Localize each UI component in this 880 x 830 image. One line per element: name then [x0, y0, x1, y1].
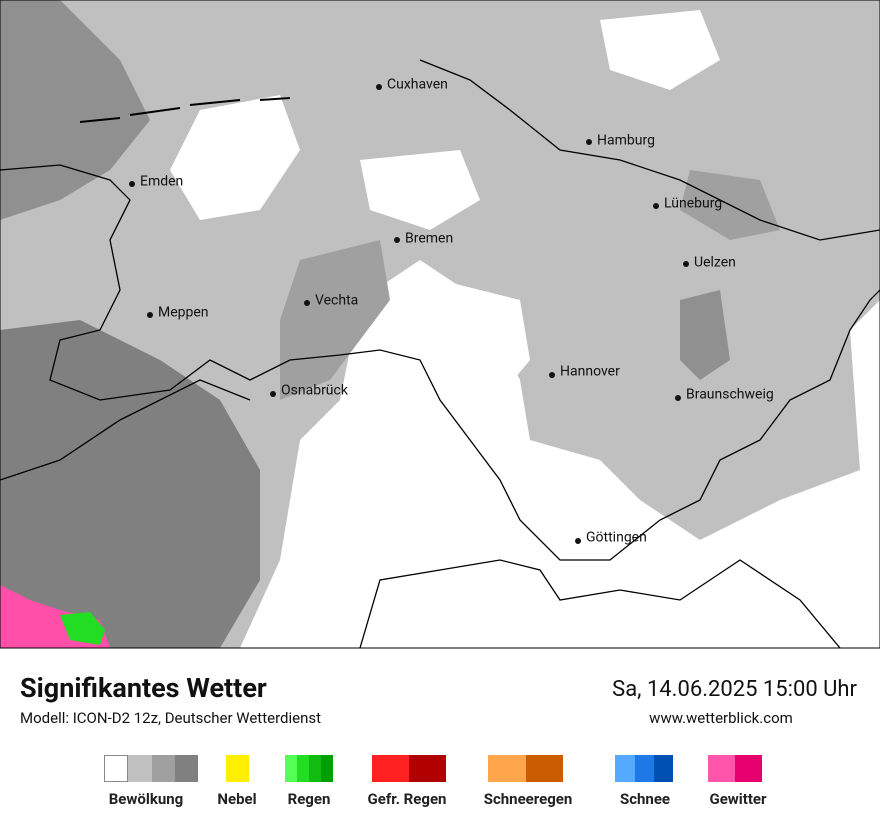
cloud-mid	[280, 240, 390, 400]
cities: Cuxhaven Hamburg Emden Lüneburg Bremen U…	[129, 77, 774, 546]
legend-label: Regen	[288, 790, 331, 808]
city-dot	[394, 237, 400, 243]
swatch	[104, 755, 128, 782]
legend: Bewölkung Nebel Regen Gefr. Regen Schnee…	[104, 755, 767, 808]
city-dot	[270, 391, 276, 397]
cloud-dark	[0, 320, 260, 648]
cloud-gap	[360, 150, 480, 230]
city-label: Hamburg	[597, 133, 655, 149]
legend-label: Nebel	[217, 790, 256, 808]
city-label: Uelzen	[694, 255, 736, 271]
website: www.wetterblick.com	[649, 709, 793, 727]
city-dot	[376, 84, 382, 90]
city-label: Cuxhaven	[387, 77, 448, 93]
city-dot	[675, 395, 681, 401]
city-dot	[683, 261, 689, 267]
swatch	[175, 755, 198, 782]
map-frame	[0, 0, 880, 649]
swatch	[309, 755, 321, 782]
city-label: Lüneburg	[664, 196, 722, 212]
legend-label: Gewitter	[709, 790, 767, 808]
swatch	[735, 755, 762, 782]
swatch	[297, 755, 309, 782]
city-label: Hannover	[560, 364, 620, 380]
cloud-gap	[600, 10, 720, 90]
map	[0, 0, 880, 649]
city-label: Braunschweig	[686, 387, 774, 403]
legend-label: Bewölkung	[109, 790, 184, 808]
swatch	[321, 755, 333, 782]
swatch	[409, 755, 446, 782]
cloud-gap	[170, 95, 300, 220]
swatch	[128, 755, 152, 782]
swatch	[152, 755, 175, 782]
swatch	[372, 755, 409, 782]
city-dot	[129, 181, 135, 187]
swatch	[285, 755, 297, 782]
city-dot	[549, 372, 555, 378]
city-label: Vechta	[315, 293, 358, 309]
city-label: Bremen	[405, 231, 453, 247]
city-label: Meppen	[158, 305, 209, 321]
country-border	[0, 379, 251, 481]
rain-area	[60, 612, 105, 645]
swatch	[654, 755, 673, 782]
legend-label: Schneeregen	[484, 790, 573, 808]
city-label: Göttingen	[586, 530, 647, 546]
state-border	[359, 559, 841, 649]
swatch	[615, 755, 635, 782]
city-dot	[575, 538, 581, 544]
legend-label: Gefr. Regen	[368, 790, 447, 808]
city-dot	[653, 203, 659, 209]
datetime: Sa, 14.06.2025 15:00 Uhr	[612, 677, 857, 702]
subtitle: Modell: ICON-D2 12z, Deutscher Wetterdie…	[20, 709, 321, 727]
cloud-mid	[680, 290, 730, 380]
city-dot	[586, 139, 592, 145]
cloud-dark	[0, 0, 150, 220]
river-elbe	[419, 59, 880, 241]
swatch	[226, 755, 249, 782]
title: Signifikantes Wetter	[20, 672, 267, 704]
city-label: Osnabrück	[281, 383, 349, 399]
swatch	[708, 755, 735, 782]
city-dot	[147, 312, 153, 318]
city-label: Emden	[140, 174, 183, 190]
city-dot	[304, 300, 310, 306]
coastline-islands	[79, 97, 291, 123]
legend-label: Schnee	[620, 790, 670, 808]
swatch	[526, 755, 563, 782]
header: Signifikantes Wetter Modell: ICON-D2 12z…	[20, 672, 858, 727]
swatch	[635, 755, 654, 782]
swatch	[488, 755, 526, 782]
state-border	[0, 164, 880, 561]
